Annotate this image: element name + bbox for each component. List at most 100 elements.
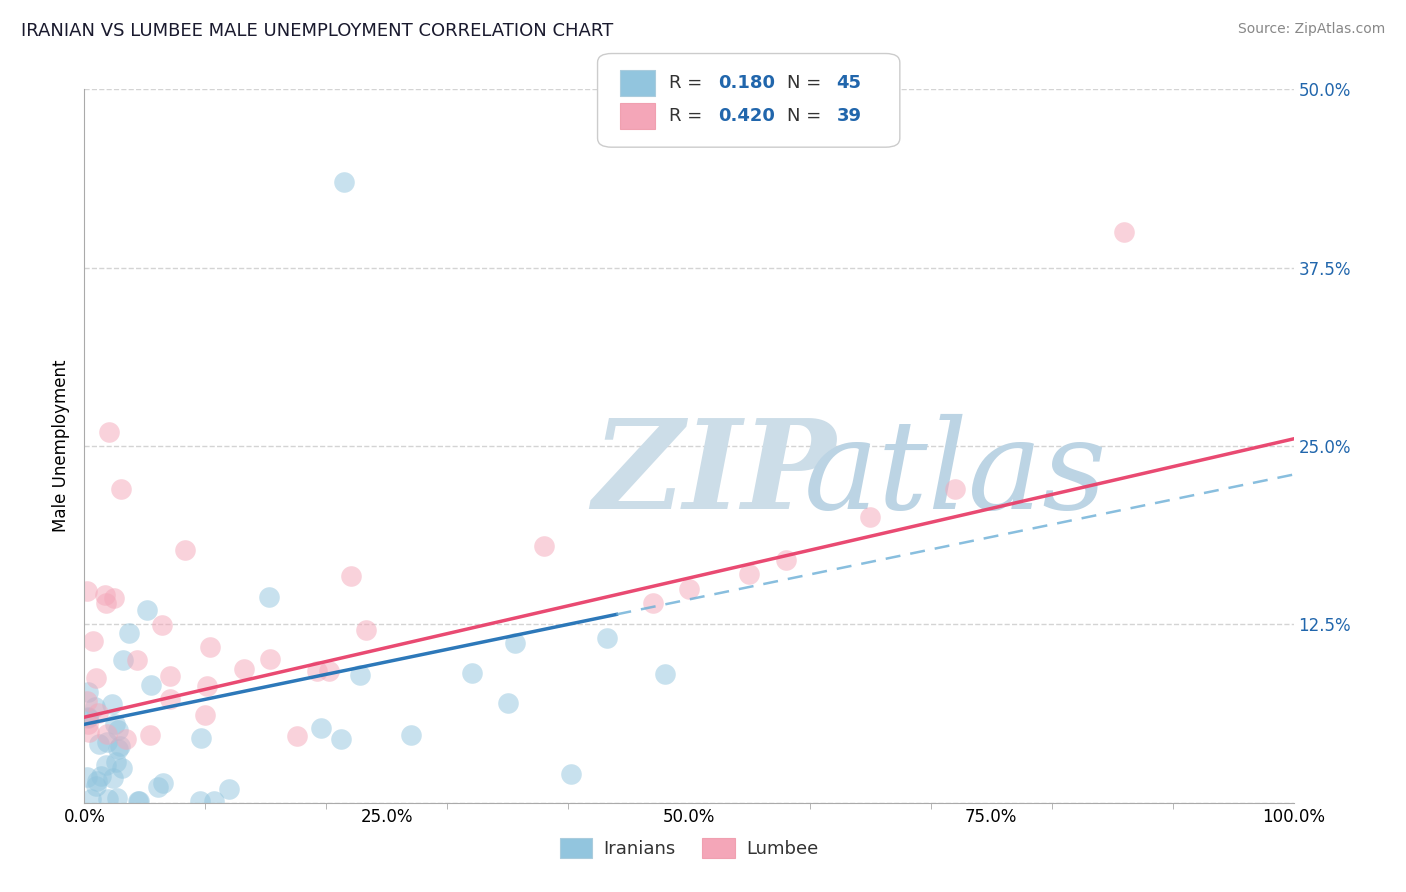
Point xyxy=(127,794,149,808)
Y-axis label: Male Unemployment: Male Unemployment xyxy=(52,359,70,533)
Text: R =: R = xyxy=(669,74,709,92)
Point xyxy=(80,792,103,806)
Text: 0.420: 0.420 xyxy=(718,107,776,125)
Point xyxy=(329,731,352,746)
Point xyxy=(307,665,329,679)
Text: 0.180: 0.180 xyxy=(718,74,776,92)
Point xyxy=(77,710,100,724)
Text: N =: N = xyxy=(787,107,827,125)
Point xyxy=(146,780,169,795)
Point xyxy=(150,617,173,632)
Point xyxy=(118,625,141,640)
Point xyxy=(96,727,118,741)
Point xyxy=(108,739,131,753)
Point xyxy=(87,706,110,720)
Point xyxy=(560,767,582,781)
Point xyxy=(943,482,966,496)
Point xyxy=(96,792,118,806)
Point xyxy=(461,665,484,680)
Text: R =: R = xyxy=(669,107,709,125)
Point xyxy=(128,794,150,808)
Text: 39: 39 xyxy=(837,107,862,125)
Point xyxy=(654,667,676,681)
Point xyxy=(76,684,98,698)
Point xyxy=(141,678,163,692)
Point xyxy=(76,583,98,598)
Point xyxy=(76,694,98,708)
Point xyxy=(103,591,125,605)
Text: atlas: atlas xyxy=(804,414,1107,535)
Point xyxy=(89,737,111,751)
Point xyxy=(202,794,225,808)
Point xyxy=(110,482,132,496)
Point xyxy=(190,794,212,808)
Point xyxy=(232,662,254,676)
Point xyxy=(96,758,118,772)
Point xyxy=(533,539,555,553)
Point xyxy=(84,671,107,685)
Text: IRANIAN VS LUMBEE MALE UNEMPLOYMENT CORRELATION CHART: IRANIAN VS LUMBEE MALE UNEMPLOYMENT CORR… xyxy=(21,22,613,40)
Point xyxy=(107,742,129,756)
Point xyxy=(84,700,107,714)
Point xyxy=(96,735,118,749)
Bar xyxy=(620,70,655,95)
Point xyxy=(90,769,112,783)
Point xyxy=(94,588,117,602)
Point xyxy=(77,724,100,739)
Point xyxy=(333,175,356,189)
Point xyxy=(111,761,134,775)
Point xyxy=(194,708,217,723)
Point xyxy=(103,772,125,786)
Point xyxy=(496,696,519,710)
Point xyxy=(218,781,240,796)
Point xyxy=(77,710,100,724)
Point xyxy=(399,728,422,742)
Point xyxy=(105,791,128,805)
Point xyxy=(318,664,340,678)
Point xyxy=(152,775,174,789)
Point xyxy=(195,679,218,693)
Point xyxy=(104,755,127,769)
Point xyxy=(127,653,149,667)
Point xyxy=(349,668,371,682)
Point xyxy=(107,723,129,737)
Point xyxy=(159,668,181,682)
Point xyxy=(354,624,377,638)
Point xyxy=(94,596,117,610)
Point xyxy=(285,729,308,743)
Point xyxy=(76,771,98,785)
Point xyxy=(97,425,120,439)
Legend: Iranians, Lumbee: Iranians, Lumbee xyxy=(553,830,825,865)
Point xyxy=(503,636,526,650)
Point xyxy=(1114,225,1136,239)
Point xyxy=(86,773,108,788)
Text: Source: ZipAtlas.com: Source: ZipAtlas.com xyxy=(1237,22,1385,37)
Point xyxy=(641,596,664,610)
Point xyxy=(159,692,181,706)
Point xyxy=(135,603,157,617)
Point xyxy=(111,653,134,667)
Point xyxy=(340,568,363,582)
Point xyxy=(200,640,222,655)
Point xyxy=(114,731,136,746)
Bar xyxy=(620,103,655,129)
Point xyxy=(190,731,212,745)
Text: N =: N = xyxy=(787,74,827,92)
Point xyxy=(76,717,98,731)
Text: 45: 45 xyxy=(837,74,862,92)
Point xyxy=(311,721,333,735)
Point xyxy=(257,591,280,605)
Point xyxy=(84,779,107,793)
Point xyxy=(859,510,882,524)
Point xyxy=(139,728,162,742)
Point xyxy=(259,652,281,666)
Point xyxy=(174,543,197,558)
Point xyxy=(738,567,761,582)
Point xyxy=(82,633,104,648)
Point xyxy=(678,582,700,596)
Point xyxy=(595,631,617,645)
Text: ZIP: ZIP xyxy=(592,414,837,535)
Point xyxy=(775,553,797,567)
Point xyxy=(104,717,127,731)
Point xyxy=(101,697,124,711)
